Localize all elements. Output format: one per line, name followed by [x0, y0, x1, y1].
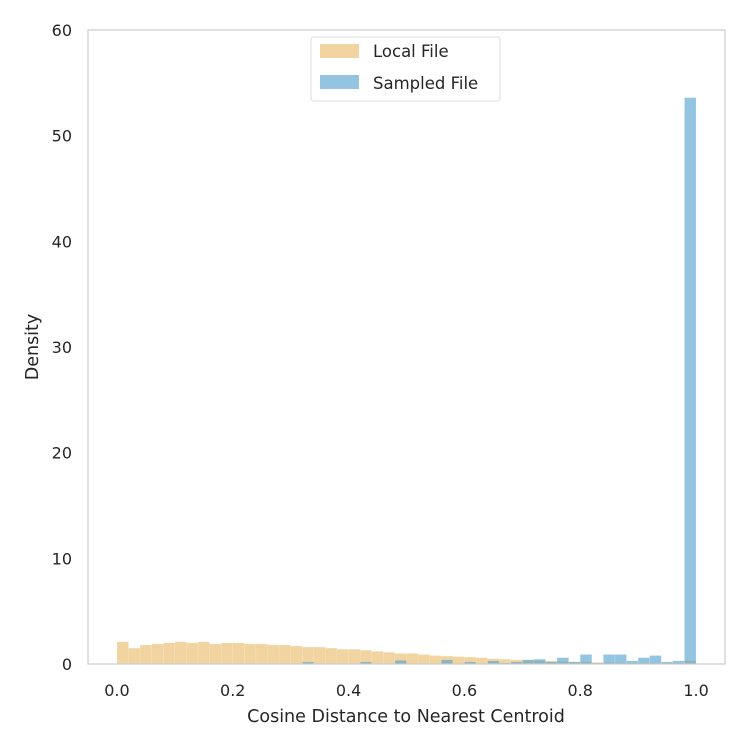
legend-swatch-sampled-file: [320, 75, 359, 89]
bar-sampled-file-36: [533, 658, 546, 665]
bar-local-file-22: [371, 651, 384, 665]
bar-local-file-6: [186, 642, 199, 665]
bar-local-file-2: [139, 644, 152, 665]
bar-local-file-18: [325, 647, 338, 665]
bar-local-file-4: [163, 642, 176, 665]
bar-local-file-26: [417, 654, 430, 665]
x-tick-label: 0.4: [336, 681, 361, 700]
bar-local-file-10: [232, 642, 245, 665]
bar-local-file-29: [452, 656, 465, 665]
legend-label-local-file: Local File: [373, 42, 449, 61]
bar-local-file-5: [174, 641, 187, 665]
bar-sampled-file-38: [556, 657, 569, 665]
y-axis-title: Density: [23, 314, 43, 381]
bar-local-file-20: [348, 648, 361, 665]
bar-sampled-file-46: [649, 655, 662, 665]
bar-sampled-file-49: [684, 97, 697, 665]
bar-local-file-17: [313, 646, 326, 665]
legend-label-sampled-file: Sampled File: [373, 74, 478, 93]
axis-ticks: 0.0 0.2 0.4 0.6 0.8 1.0 0 10 20 30 40 50 60: [52, 21, 709, 700]
bar-sampled-file-28: [440, 659, 454, 665]
bar-sampled-file-35: [522, 659, 535, 665]
bar-local-file-15: [290, 645, 303, 665]
bar-local-file-11: [244, 643, 257, 665]
bar-local-file-8: [209, 643, 222, 665]
x-tick-label: 1.0: [683, 681, 708, 700]
x-axis-title: Cosine Distance to Nearest Centroid: [247, 707, 565, 727]
y-tick-label: 60: [52, 21, 72, 40]
y-tick-label: 40: [52, 232, 72, 251]
x-tick-label: 0.2: [220, 681, 245, 700]
bar-local-file-31: [475, 657, 488, 665]
bar-sampled-file-40: [579, 654, 593, 665]
bar-local-file-19: [336, 648, 349, 665]
y-tick-label: 20: [52, 444, 72, 463]
y-tick-label: 0: [62, 655, 72, 674]
x-tick-label: 0.6: [452, 681, 477, 700]
bar-local-file-3: [151, 643, 164, 665]
bar-local-file-0: [116, 641, 129, 665]
y-tick-label: 10: [52, 549, 72, 568]
bar-sampled-file-43: [614, 654, 627, 665]
bar-local-file-12: [255, 643, 268, 665]
bar-local-file-1: [128, 647, 141, 665]
bar-local-file-27: [429, 655, 442, 665]
bar-local-file-7: [197, 641, 210, 665]
x-tick-label: 0.8: [568, 681, 593, 700]
x-tick-label: 0.0: [104, 681, 129, 700]
bar-local-file-14: [278, 644, 291, 665]
y-tick-label: 50: [52, 127, 72, 146]
bar-local-file-23: [383, 652, 396, 665]
legend-swatch-local-file: [320, 44, 359, 58]
bar-local-file-25: [406, 653, 419, 665]
legend: Local File Sampled File: [310, 36, 501, 102]
histogram-bars: [116, 97, 697, 665]
plot-area-frame: [87, 29, 726, 665]
y-tick-label: 30: [52, 338, 72, 357]
bar-local-file-9: [220, 642, 234, 665]
bar-sampled-file-42: [603, 654, 616, 665]
bar-local-file-16: [302, 646, 315, 665]
bar-sampled-file-45: [637, 657, 650, 665]
bar-local-file-13: [267, 644, 280, 665]
